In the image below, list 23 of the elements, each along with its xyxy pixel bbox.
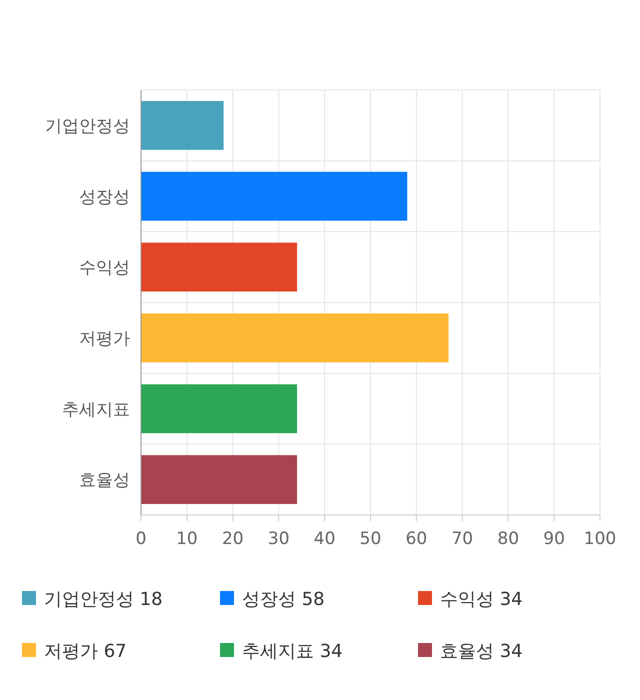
y-tick-label: 기업안정성	[45, 116, 130, 136]
x-tick-label: 10	[176, 529, 198, 549]
y-tick-label: 효율성	[79, 470, 130, 491]
legend-label: 효율성 34	[440, 641, 523, 662]
y-tick-label: 추세지표	[62, 400, 130, 420]
x-tick-label: 60	[406, 529, 428, 549]
x-tick-label: 0	[136, 529, 146, 549]
x-tick-label: 70	[451, 529, 474, 549]
legend-label: 저평가 67	[44, 641, 127, 662]
x-tick-label: 100	[584, 529, 616, 549]
x-tick-label: 90	[543, 529, 565, 549]
legend-label: 추세지표 34	[242, 641, 343, 662]
x-tick-label: 20	[222, 529, 244, 549]
x-tick-label: 50	[360, 529, 382, 549]
legend-label: 성장성 58	[242, 589, 325, 610]
y-tick-label: 저평가	[79, 328, 130, 349]
x-tick-label: 40	[314, 529, 336, 549]
y-tick-label: 수익성	[79, 258, 130, 278]
legend-label: 기업안정성 18	[44, 589, 163, 610]
legend-label: 수익성 34	[440, 589, 523, 610]
x-tick-label: 30	[268, 529, 290, 549]
y-tick-label: 성장성	[79, 187, 130, 208]
x-tick-label: 80	[497, 529, 520, 549]
